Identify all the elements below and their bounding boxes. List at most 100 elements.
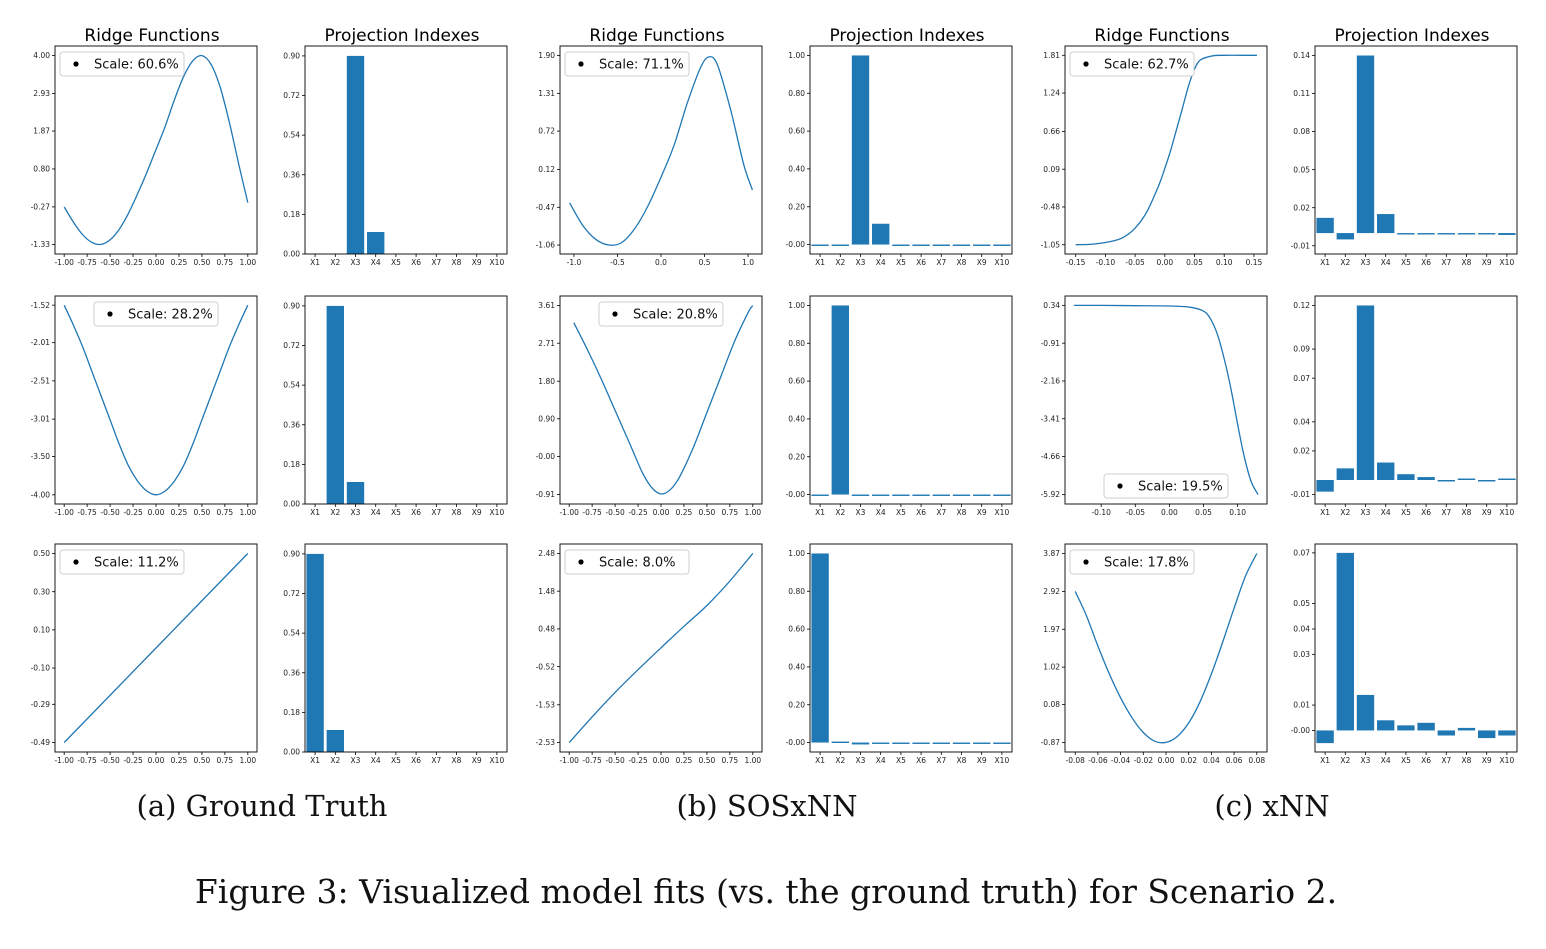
legend-box [1103,473,1229,499]
x-tick-label: -0.05 [1126,508,1146,517]
x-tick-label: 0.75 [722,756,739,765]
y-tick-label: -0.00 [786,490,806,499]
x-tick-label: X6 [1421,258,1431,267]
x-tick-label: X5 [896,756,906,765]
y-tick-label: 0.80 [788,89,805,98]
bar-x6 [912,244,930,246]
axes-frame [54,543,258,753]
legend-sos-r3-ridge: Scale: 8.0% [564,549,690,575]
bar-x5 [1397,233,1415,235]
y-tick-label: 0.40 [788,663,805,672]
ridge-line-xnn-r3-ridge [1074,553,1258,744]
x-tick-label: 1.00 [744,508,761,517]
y-tick-label: -2.01 [31,338,51,347]
x-tick-label: X9 [977,508,987,517]
y-tick-label: 0.34 [1043,301,1060,310]
x-tick-label: -0.50 [100,508,120,517]
y-tick-label: 0.09 [1043,165,1060,174]
x-tick-label: X1 [815,756,825,765]
bar-x4 [872,494,890,496]
y-tick-label: 1.97 [1043,625,1060,634]
x-tick-label: 0.06 [1226,756,1243,765]
axes-frame [54,45,258,255]
y-tick-label: -0.48 [1041,203,1061,212]
x-tick-label: 0.75 [217,756,234,765]
y-tick-label: 0.18 [283,708,300,717]
x-tick-label: 0.50 [699,508,716,517]
x-tick-label: X2 [835,756,845,765]
panel-sos-r3-ridge: -1.00 -0.75 -0.50 -0.25 0.00 0.25 0.50 0.75 1.00… [536,543,763,765]
x-tick-label: -0.04 [1111,756,1131,765]
legend-gt-r2-ridge: Scale: 28.2% [93,301,219,327]
x-tick-label: X10 [995,508,1010,517]
y-tick-label: -3.01 [31,415,51,424]
x-tick-label: 0.00 [148,508,165,517]
x-tick-label: X3 [351,756,361,765]
ridge-line-sos-r2-ridge [573,305,754,495]
y-tick-label: -2.51 [31,376,51,385]
y-tick-label: -4.66 [1041,452,1061,461]
x-tick-label: X10 [490,756,505,765]
x-tick-label: X6 [411,258,421,267]
x-tick-label: 1.00 [239,508,256,517]
y-tick-label: -3.50 [31,452,51,461]
panel-sos-r3-proj: X1 X2 X3 X4 X5 X6 X7 X8 X9 X10 -0.00 0.20 0.40 0.60 0.… [786,543,1013,765]
legend-sos-r2-ridge: Scale: 20.8% [598,301,724,327]
legend-marker-icon [73,61,79,67]
y-tick-label: -0.00 [786,738,806,747]
x-tick-label: X8 [957,756,967,765]
legend-marker-icon [578,61,584,67]
y-tick-label: 0.54 [283,131,300,140]
x-tick-label: X10 [995,756,1010,765]
panel-sos-r1-ridge: -1.0 -0.5 0.0 0.5 1.0 Scale: 71.1% -1.06 -0.47 0… [536,45,763,267]
x-tick-label: X10 [490,508,505,517]
panel-xnn-r2-ridge: -0.10 -0.05 0.00 0.05 0.10 Scale: 19.5% -5.92 -… [1041,295,1268,517]
bar-x2 [831,244,849,246]
x-tick-label: X6 [916,756,926,765]
y-tick-label: 0.90 [538,414,555,423]
y-tick-label: -1.53 [536,700,556,709]
y-tick-label: 3.61 [538,301,555,310]
bar-x4 [367,231,385,254]
y-tick-label: -0.49 [31,738,51,747]
y-tick-label: 0.00 [283,250,300,259]
y-tick-label: -1.33 [31,240,51,249]
x-tick-label: X8 [1462,508,1472,517]
y-tick-label: 0.30 [33,587,50,596]
legend-label: Scale: 60.6% [94,58,179,73]
x-tick-label: X4 [876,258,886,267]
column-title-sos-ridge: Ridge Functions [589,26,724,46]
y-tick-label: 1.48 [538,587,555,596]
bar-x4 [1377,462,1395,480]
y-tick-label: 0.36 [283,170,300,179]
x-tick-label: 0.25 [171,508,188,517]
x-tick-label: -0.75 [77,258,97,267]
x-tick-label: X3 [1361,756,1371,765]
axes-frame [1314,543,1518,753]
x-tick-label: X3 [856,756,866,765]
bar-x6 [912,494,930,496]
y-tick-label: -1.52 [31,301,51,310]
y-tick-label: 0.10 [33,625,50,634]
bar-x3 [851,494,870,496]
x-tick-label: X9 [1482,756,1492,765]
bar-x7 [932,742,950,744]
bar-x2 [326,729,344,752]
legend-box [598,301,724,327]
y-tick-label: 1.87 [33,127,50,136]
y-tick-label: 0.60 [788,377,805,386]
x-tick-label: -1.0 [567,258,582,267]
x-tick-label: -0.08 [1066,756,1086,765]
bar-x5 [892,494,910,496]
y-tick-label: 1.31 [538,89,555,98]
y-tick-label: 0.66 [1043,127,1060,136]
chart-panels: -1.00 -0.75 -0.50 -0.25 0.00 0.25 0.50 0.75 1.00… [31,45,1518,765]
x-tick-label: 0.25 [171,258,188,267]
x-tick-label: X8 [452,258,462,267]
bar-x10 [993,244,1011,246]
x-tick-label: -0.15 [1066,258,1086,267]
bar-x10 [993,494,1011,496]
subcaptions: (a) Ground Truth (b) SOSxNN (c) xNN [137,789,1330,823]
legend-marker-icon [1083,559,1089,565]
x-tick-label: X7 [1441,508,1451,517]
